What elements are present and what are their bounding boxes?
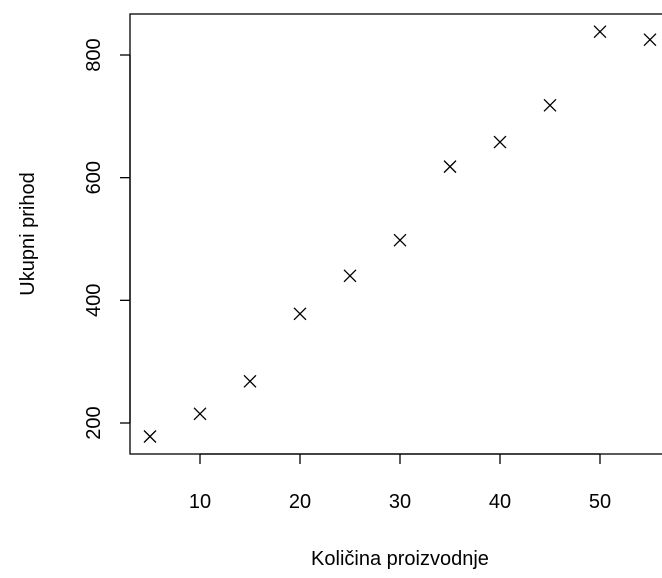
x-tick-label: 50	[589, 491, 611, 513]
data-point	[593, 25, 607, 39]
x-tick-label: 40	[489, 491, 511, 513]
y-tick-label: 600	[83, 161, 105, 194]
data-point	[543, 98, 557, 112]
x-axis: 10 20 30 40 50	[189, 453, 611, 513]
plot-frame	[129, 13, 662, 455]
data-point	[493, 135, 507, 149]
x-axis-label: Količina proizvodnje	[311, 548, 489, 570]
data-point	[393, 233, 407, 247]
x-tick-label: 10	[189, 491, 211, 513]
data-points	[143, 25, 657, 443]
data-point	[643, 33, 657, 47]
y-axis: 200 400 600 800	[83, 38, 131, 440]
data-point	[343, 269, 357, 283]
y-tick-label: 400	[83, 284, 105, 317]
data-point	[193, 407, 207, 421]
y-axis-label: Ukupni prihod	[17, 172, 39, 295]
data-point	[243, 374, 257, 388]
x-tick-label: 20	[289, 491, 311, 513]
y-tick-label: 800	[83, 38, 105, 71]
data-point	[293, 307, 307, 321]
data-point	[443, 160, 457, 174]
x-tick-label: 30	[389, 491, 411, 513]
data-point	[143, 430, 157, 443]
y-tick-label: 200	[83, 406, 105, 439]
